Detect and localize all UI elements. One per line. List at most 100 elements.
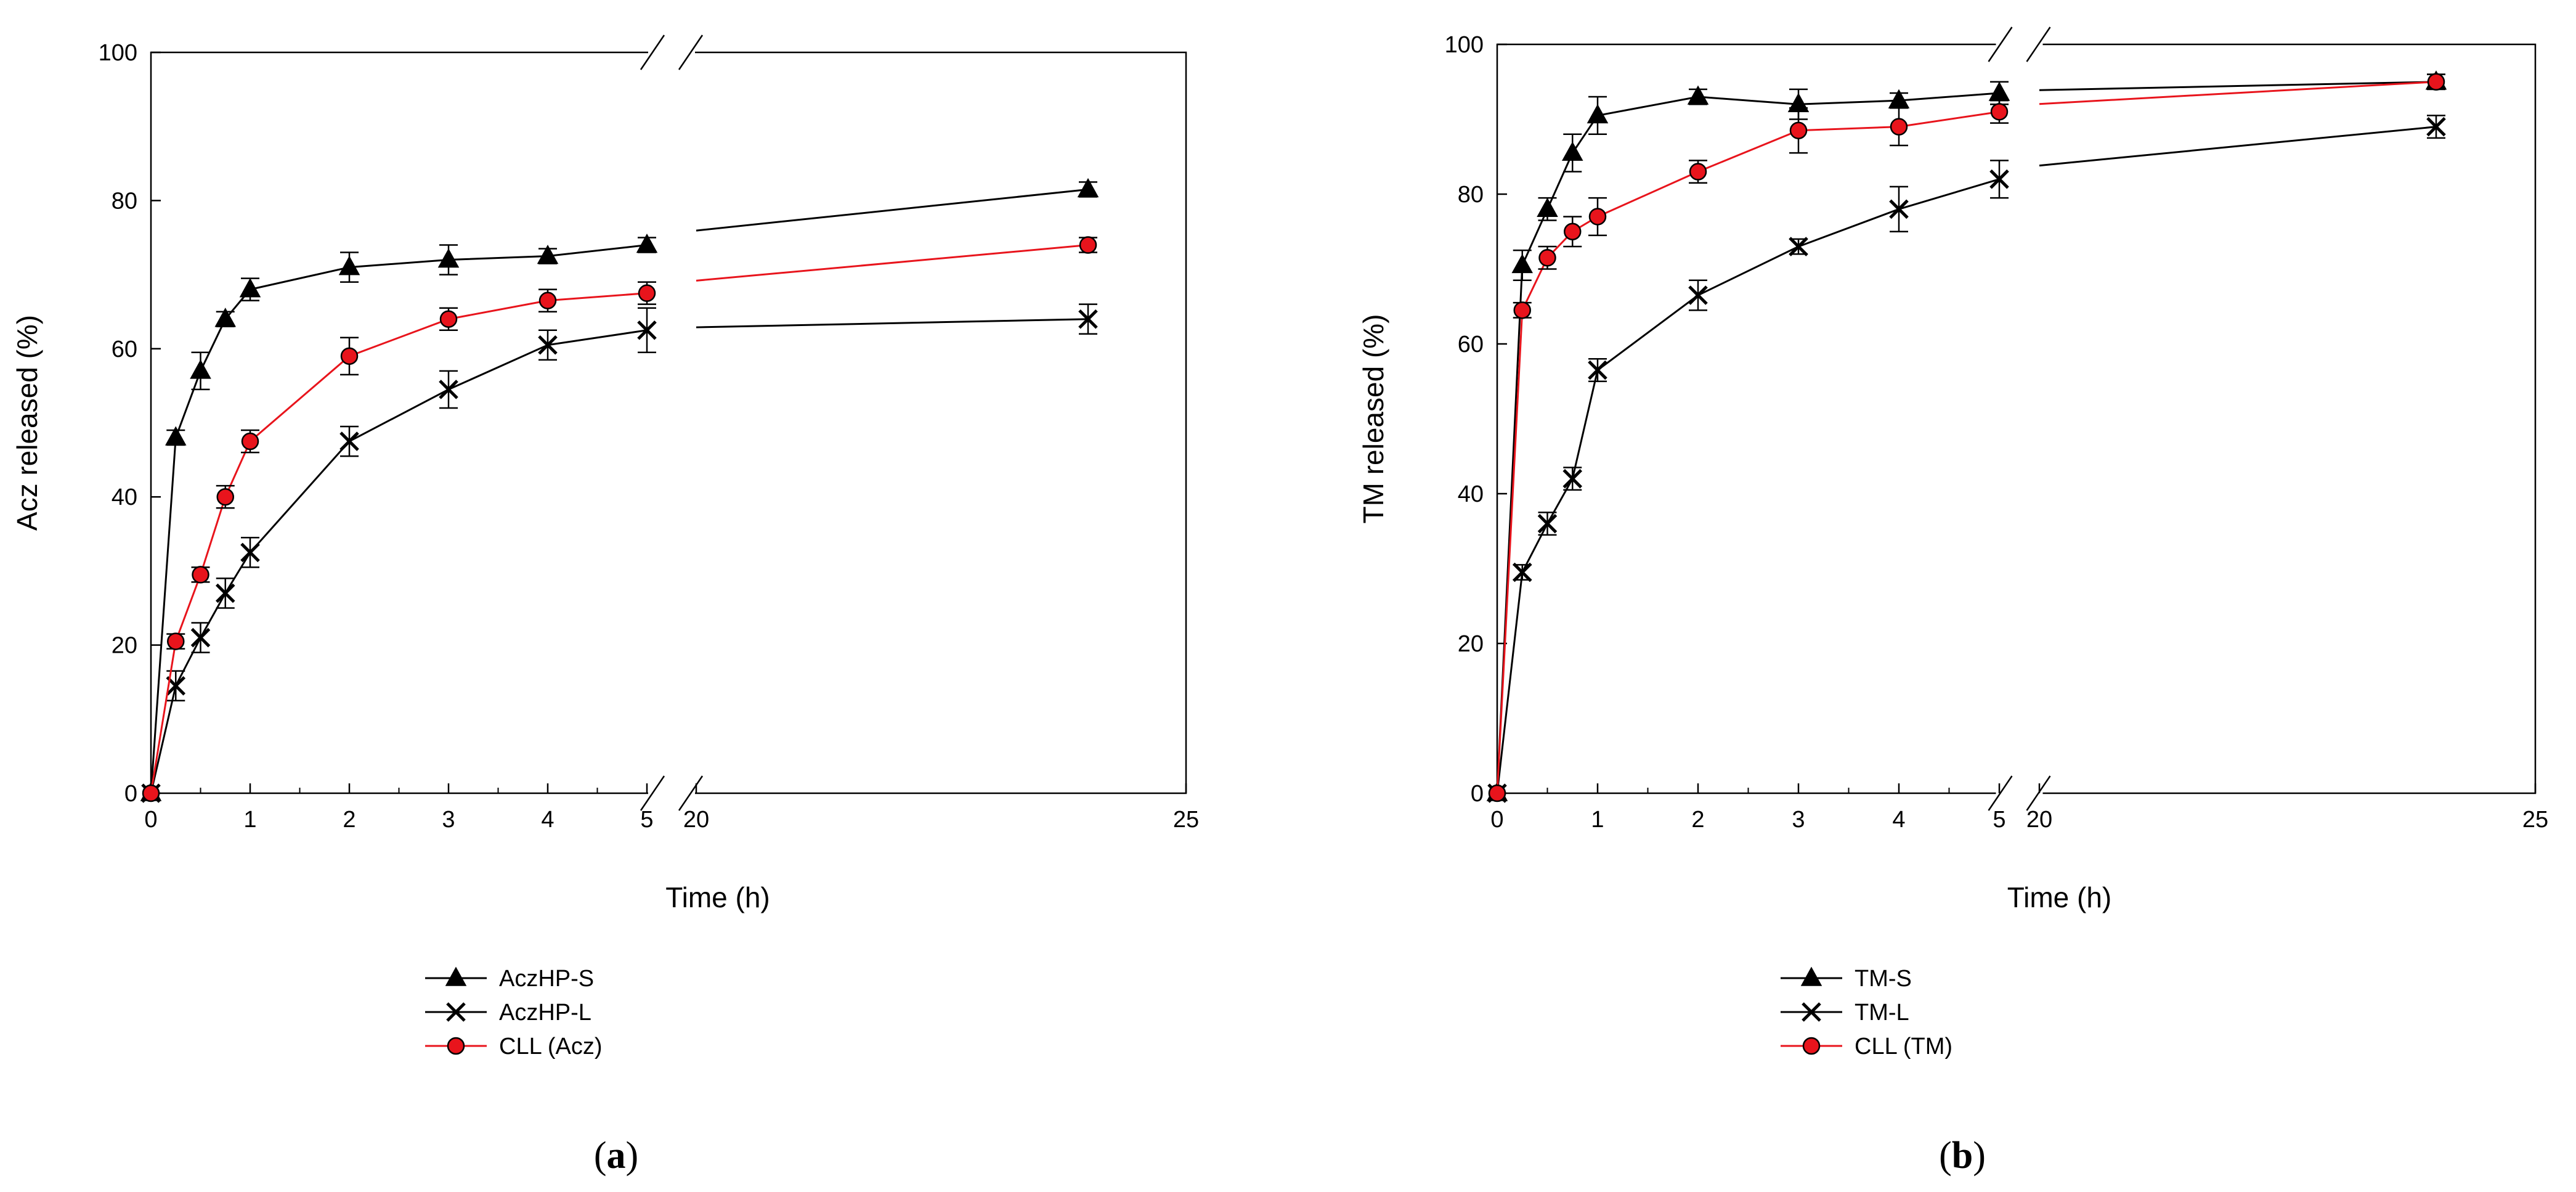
axis-break-mark: [678, 775, 704, 811]
axis-break-gap-top: [648, 49, 695, 55]
data-point-circle: [216, 488, 234, 506]
y-tick-label: 60: [1458, 332, 1484, 357]
data-point-cross: [190, 627, 211, 648]
axis-break-gap-bottom: [648, 790, 695, 796]
legend: TM-S TM-L CLL (TM): [1781, 966, 1952, 1059]
data-point-cross: [637, 320, 657, 340]
legend-label: TM-S: [1855, 966, 1912, 992]
data-point-cross: [1537, 513, 1558, 534]
series-line-continued: [2039, 81, 2437, 105]
y-axis-title: Acz released (%): [11, 315, 43, 531]
x-tick-label: 25: [1173, 807, 1199, 833]
y-tick-label: 0: [124, 781, 137, 807]
x-tick-label: 2: [1691, 807, 1704, 833]
x-tick-label: 2: [343, 807, 356, 833]
axis-break-mark: [2026, 775, 2051, 811]
y-tick-label: 0: [1471, 781, 1484, 807]
data-point-cross: [1889, 199, 1909, 219]
data-point-cross: [439, 380, 458, 399]
y-tick-label: 40: [1458, 481, 1484, 507]
series-line-continued: [2039, 81, 2437, 91]
legend-label: CLL (TM): [1855, 1034, 1952, 1059]
y-tick-label: 100: [99, 40, 137, 66]
data-point-triangle: [338, 256, 360, 276]
data-point-circle: [340, 347, 359, 365]
axis-break-mark: [2026, 27, 2051, 62]
series-line: [150, 292, 648, 794]
chart-panel-b: 0 20 40 60 80 100 0 1 2 3 4 5 20 25 Time (h) TM release…: [1357, 27, 2548, 1177]
data-point-circle: [1513, 301, 1531, 319]
data-point-cross: [1588, 360, 1607, 380]
data-point-cross: [2426, 116, 2446, 137]
axis-break-mark: [640, 775, 665, 811]
x-tick-label: 1: [1591, 807, 1604, 833]
y-tick-label: 80: [112, 188, 137, 214]
data-point-triangle: [190, 359, 211, 379]
x-tick-label: 25: [2522, 807, 2548, 833]
data-point-circle: [1079, 236, 1097, 254]
x-tick-label: 4: [1892, 807, 1905, 833]
data-point-circle: [638, 284, 656, 302]
y-axis-title: TM released (%): [1357, 314, 1389, 524]
panel-caption: (b): [1939, 1135, 1986, 1177]
legend-marker-cross: [1802, 1002, 1821, 1022]
data-point-cross: [1512, 562, 1532, 582]
data-point-triangle: [1587, 104, 1609, 124]
legend-label: CLL (Acz): [499, 1034, 603, 1059]
x-tick-label: 4: [541, 807, 554, 833]
legend-label: AczHP-S: [499, 966, 594, 992]
axis-break-mark: [1988, 775, 2013, 811]
plot-frame: [1496, 43, 2537, 794]
series-line-continued: [696, 188, 1089, 232]
series-line-continued: [696, 318, 1089, 329]
data-point-circle: [1990, 103, 2009, 121]
legend: AczHP-S AczHP-L CLL (Acz): [425, 966, 603, 1059]
legend-marker-circle: [1802, 1037, 1821, 1055]
data-point-triangle: [1077, 178, 1099, 198]
data-point-triangle: [1511, 253, 1534, 274]
series-cll-tm-: [1488, 73, 2445, 802]
data-point-cross: [538, 335, 558, 355]
y-tick-label: 20: [112, 633, 137, 659]
legend-label: TM-L: [1855, 1000, 1909, 1026]
data-point-triangle: [1988, 81, 2010, 101]
data-point-circle: [439, 310, 458, 328]
x-tick-label: 3: [442, 807, 455, 833]
legend-marker-cross: [446, 1002, 466, 1022]
series-cll-acz-: [142, 236, 1097, 802]
data-point-cross: [1562, 468, 1583, 489]
series-line-continued: [2039, 126, 2437, 167]
x-tick-label: 0: [1490, 807, 1503, 833]
data-point-circle: [1789, 121, 1808, 139]
axis-break-mark: [640, 35, 665, 70]
series-tm-l: [1487, 115, 2446, 803]
series-line-continued: [696, 244, 1089, 282]
data-point-triangle: [537, 244, 559, 264]
data-point-cross: [1989, 169, 2009, 189]
data-point-circle: [167, 632, 185, 650]
series-aczhp-s: [140, 178, 1099, 801]
data-point-circle: [1689, 163, 1707, 181]
data-point-circle: [1488, 784, 1506, 802]
data-point-circle: [192, 566, 209, 584]
data-point-triangle: [1537, 197, 1558, 218]
axis-break-gap-bottom: [1996, 790, 2043, 796]
x-tick-label: 20: [683, 807, 709, 833]
x-axis-title: Time (h): [2007, 881, 2112, 913]
data-point-cross: [240, 542, 260, 563]
y-tick-label: 60: [112, 337, 137, 362]
data-point-cross: [1789, 237, 1808, 256]
y-tick-label: 20: [1458, 631, 1484, 657]
data-point-circle: [538, 292, 557, 309]
legend-marker-triangle: [445, 966, 467, 986]
data-point-circle: [1890, 118, 1908, 136]
x-axis-title: Time (h): [665, 881, 770, 913]
axis-break-mark: [678, 35, 704, 70]
x-tick-label: 0: [144, 807, 157, 833]
data-point-cross: [1688, 285, 1708, 305]
panel-caption: (a): [594, 1135, 638, 1177]
series-line: [1496, 110, 2000, 794]
data-point-cross: [1078, 309, 1098, 329]
data-point-triangle: [1561, 141, 1583, 161]
